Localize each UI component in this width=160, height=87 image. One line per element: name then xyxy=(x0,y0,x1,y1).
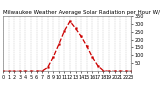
Text: Milwaukee Weather Average Solar Radiation per Hour W/m2 (Last 24 Hours): Milwaukee Weather Average Solar Radiatio… xyxy=(3,10,160,15)
